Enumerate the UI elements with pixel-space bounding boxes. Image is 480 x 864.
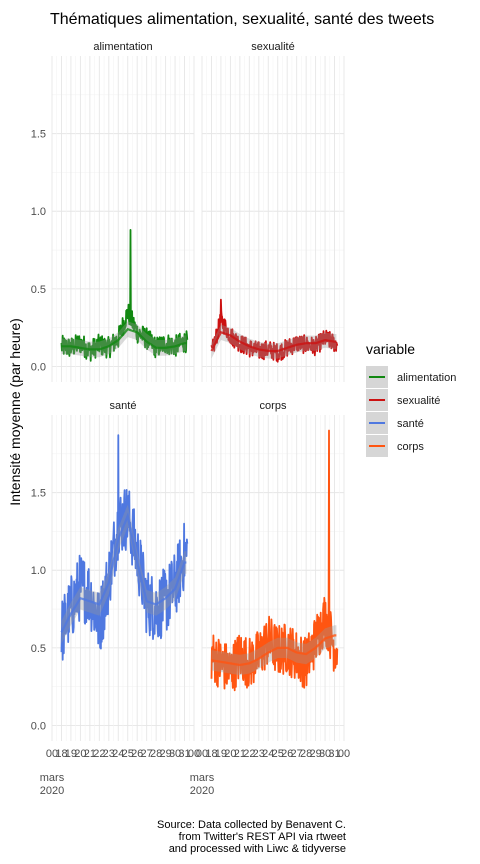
legend-label-santé: santé <box>397 418 424 430</box>
y-tick-label: 1.5 <box>31 488 46 500</box>
legend-label-sexualité: sexualité <box>397 395 440 407</box>
x-year-label: 2020 <box>40 785 64 797</box>
x-month-label: mars <box>190 772 215 784</box>
facet-strip-label: corps <box>260 400 287 412</box>
series-line-alimentation <box>60 228 189 362</box>
series-line-santé <box>60 434 189 661</box>
y-tick-label: 0.0 <box>31 720 46 732</box>
x-tick-label: 28 <box>150 748 162 760</box>
legend-label-corps: corps <box>397 441 424 453</box>
x-tick-label: 28 <box>300 748 312 760</box>
facet-panel-corps: corps00181920212223242526272829303100mar… <box>190 400 350 797</box>
facet-panel-sexualité: sexualité <box>201 41 345 382</box>
x-tick-label: 25 <box>122 748 134 760</box>
x-tick-label: 31 <box>178 748 190 760</box>
y-tick-label: 1.0 <box>31 206 46 218</box>
caption-line: from Twitter's REST API via rtweet <box>179 831 346 843</box>
x-tick-label: 29 <box>309 748 321 760</box>
x-tick-label: 21 <box>84 748 96 760</box>
legend: variable alimentation sexualité santé corps <box>366 341 456 457</box>
x-tick-label: 19 <box>65 748 77 760</box>
trend-ribbon <box>61 504 187 644</box>
facet-panel-santé: santé0.00.51.01.500181920212223242526272… <box>31 400 200 797</box>
y-tick-label: 0.5 <box>31 643 46 655</box>
x-tick-label: 21 <box>234 748 246 760</box>
x-tick-label: 23 <box>253 748 265 760</box>
y-tick-label: 1.5 <box>31 129 46 141</box>
x-tick-label: 31 <box>328 748 340 760</box>
y-tick-label: 0.5 <box>31 284 46 296</box>
x-tick-label: 00 <box>46 748 58 760</box>
facet-panels: alimentation 0.0 0.5 1.0 1.5 sexualité santé 0.… <box>31 41 350 797</box>
facet-panel-alimentation: alimentation 0.0 0.5 1.0 1.5 <box>31 41 195 382</box>
x-tick-label: 18 <box>205 748 217 760</box>
y-tick-label: 0.0 <box>31 361 46 373</box>
series-line-sexualité <box>210 298 339 363</box>
x-tick-label: 27 <box>291 748 303 760</box>
x-tick-label: 24 <box>112 748 124 760</box>
x-tick-label: 30 <box>319 748 331 760</box>
x-tick-label: 29 <box>159 748 171 760</box>
trend-line-corps <box>211 634 337 667</box>
x-tick-label: 22 <box>93 748 105 760</box>
x-tick-label: 30 <box>169 748 181 760</box>
facet-strip-label: alimentation <box>93 41 152 53</box>
x-tick-label: 00 <box>188 748 200 760</box>
caption: Source: Data collected by Benavent C.fro… <box>157 819 346 855</box>
x-tick-label: 27 <box>141 748 153 760</box>
x-tick-label: 23 <box>103 748 115 760</box>
x-tick-label: 18 <box>55 748 67 760</box>
y-tick-label: 1.0 <box>31 565 46 577</box>
x-tick-label: 26 <box>131 748 143 760</box>
chart-title: Thématiques alimentation, sexualité, san… <box>50 11 434 28</box>
x-tick-label: 24 <box>262 748 274 760</box>
x-tick-label: 20 <box>224 748 236 760</box>
facet-strip-label: santé <box>110 400 137 412</box>
x-year-label: 2020 <box>190 785 214 797</box>
caption-line: Source: Data collected by Benavent C. <box>157 819 346 831</box>
series-line-corps <box>210 429 339 692</box>
x-tick-label: 00 <box>338 748 350 760</box>
caption-line: and processed with Liwc & tidyverse <box>169 843 346 855</box>
legend-title: variable <box>366 341 415 357</box>
x-tick-label: 25 <box>272 748 284 760</box>
x-tick-label: 26 <box>281 748 293 760</box>
trend-ribbon <box>211 324 337 359</box>
x-tick-label: 22 <box>243 748 255 760</box>
y-axis-label: Intensité moyenne (par heure) <box>7 318 23 506</box>
facet-strip-label: sexualité <box>251 41 294 53</box>
trend-line-alimentation <box>61 327 187 351</box>
trend-line-sexualité <box>210 330 337 353</box>
trend-line-santé <box>60 512 187 633</box>
x-tick-label: 20 <box>74 748 86 760</box>
x-month-label: mars <box>40 772 65 784</box>
x-tick-label: 00 <box>196 748 208 760</box>
x-tick-label: 19 <box>215 748 227 760</box>
legend-label-alimentation: alimentation <box>397 372 456 384</box>
